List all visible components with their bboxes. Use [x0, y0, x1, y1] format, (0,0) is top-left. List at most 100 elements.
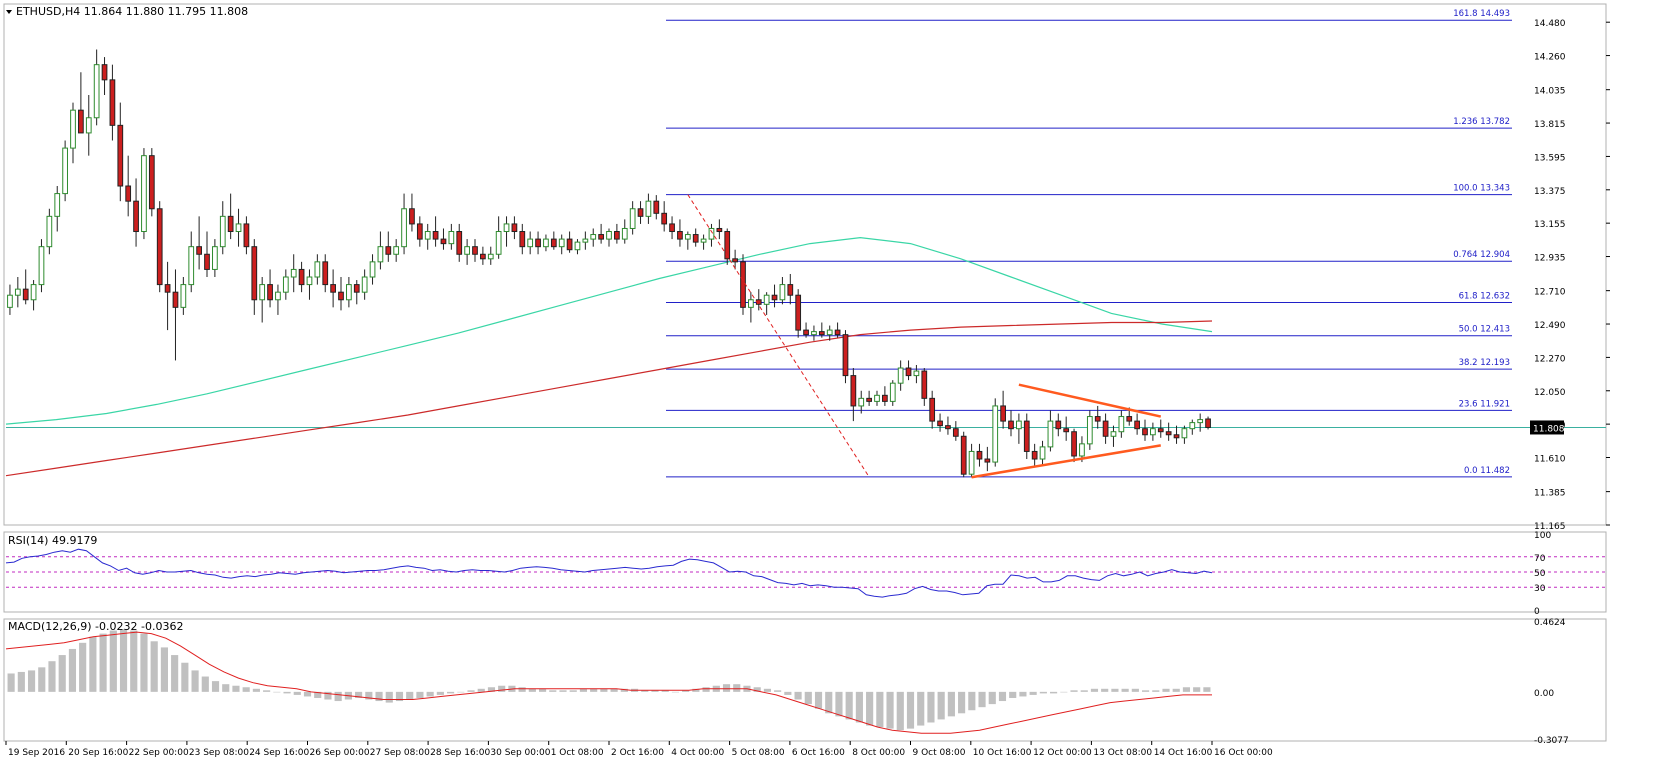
macd-histogram-bar — [1090, 688, 1099, 692]
price-tick-label: 13.815 — [1534, 120, 1566, 130]
candle — [787, 273, 794, 305]
bull-candle-body — [46, 215, 53, 248]
macd-histogram-bar — [927, 691, 935, 723]
bull-candle-body — [1086, 416, 1093, 445]
moving-average-1 — [5, 236, 1213, 425]
candle — [1110, 425, 1117, 447]
bear-candle-body — [172, 291, 179, 308]
bear-candle-body — [669, 223, 675, 233]
macd-histogram-bar — [477, 688, 485, 692]
candle — [487, 246, 494, 265]
bear-candle-body — [196, 246, 202, 255]
time-axis: 19 Sep 2016 20 Sep 16:00 22 Sep 00:00 23 Se… — [5, 741, 1273, 758]
dropdown-arrow-icon[interactable] — [6, 10, 12, 14]
bear-candle-body — [1126, 416, 1133, 422]
candle — [38, 239, 45, 293]
candle — [62, 140, 68, 202]
macd-histogram-bar — [814, 691, 823, 709]
bear-candle-body — [511, 223, 518, 233]
candle — [432, 216, 439, 247]
candle — [1165, 422, 1172, 441]
macd-histogram-bar — [1131, 688, 1139, 692]
time-tick-label: 22 Sep 00:00 — [129, 748, 189, 758]
bear-candle-body — [1023, 420, 1030, 452]
bull-candle-body — [212, 246, 218, 270]
bull-candle-body — [235, 223, 242, 233]
bear-candle-body — [929, 397, 936, 422]
bear-candle-body — [1102, 420, 1109, 437]
candle — [330, 269, 336, 308]
candle — [1063, 416, 1070, 441]
candle — [984, 446, 991, 472]
bull-candle-body — [779, 284, 786, 301]
fib-level-label: 50.0 12.413 — [1459, 325, 1510, 335]
candle — [566, 231, 573, 253]
bull-candle-body — [992, 405, 999, 463]
candle — [1047, 410, 1054, 452]
macd-histogram-bar — [1111, 688, 1119, 692]
macd-histogram-bar — [263, 690, 271, 692]
macd-histogram-bar — [365, 691, 373, 700]
candle — [7, 284, 13, 315]
macd-histogram-bar — [947, 691, 955, 717]
bear-candle-body — [298, 268, 305, 286]
bear-candle-body — [1205, 418, 1211, 428]
candle — [992, 398, 999, 467]
macd-histogram-bar — [998, 691, 1007, 702]
bear-candle-body — [1173, 434, 1180, 439]
bull-candle-body — [590, 234, 597, 240]
candle — [267, 269, 273, 308]
bear-candle-body — [787, 284, 794, 296]
bear-candle-body — [921, 370, 928, 399]
rsi-tick-label: 50 — [1534, 569, 1546, 579]
bear-candle-body — [661, 212, 668, 225]
rsi-tick-label: 100 — [1534, 531, 1551, 541]
candle — [795, 289, 802, 338]
candle — [803, 322, 809, 338]
bear-candle-body — [416, 223, 423, 240]
bull-candle-body — [369, 261, 376, 278]
macd-histogram-bar — [232, 685, 240, 692]
macd-histogram-bar — [79, 642, 87, 692]
bull-candle-body — [1079, 443, 1085, 457]
fib-level-label: 0.0 11.482 — [1464, 466, 1510, 476]
bull-candle-body — [30, 284, 37, 301]
macd-histogram-bar — [1009, 691, 1017, 698]
bear-candle-body — [795, 294, 802, 331]
time-tick-label: 8 Oct 00:00 — [852, 748, 905, 758]
candle — [692, 228, 699, 247]
bull-candle-body — [874, 394, 880, 402]
fib-level-label: 161.8 14.493 — [1453, 9, 1510, 19]
bear-candle-body — [716, 227, 723, 233]
macd-histogram-bar — [968, 691, 976, 711]
macd-histogram-bar — [27, 670, 36, 692]
candle — [204, 231, 210, 278]
candle — [897, 360, 904, 391]
rsi-title: RSI(14) 49.9179 — [8, 534, 97, 547]
candle — [677, 219, 683, 247]
bear-candle-body — [156, 208, 163, 286]
candle — [78, 72, 84, 134]
bear-candle-body — [535, 238, 541, 248]
time-tick-label: 9 Oct 08:00 — [913, 748, 966, 758]
bear-candle-body — [338, 291, 344, 301]
bear-candle-body — [251, 246, 258, 301]
macd-histogram-bar — [906, 691, 915, 729]
bear-candle-body — [330, 284, 336, 293]
candle — [156, 201, 163, 293]
candle — [456, 223, 463, 262]
bear-candle-body — [740, 261, 746, 308]
candle — [440, 228, 447, 250]
macd-histogram-bar — [355, 691, 363, 698]
bear-candle-body — [1063, 428, 1070, 433]
time-tick-label: 30 Sep 00:00 — [490, 748, 550, 758]
macd-histogram-bar — [487, 687, 496, 692]
bear-candle-body — [409, 208, 415, 225]
macd-histogram-bar — [171, 655, 179, 692]
macd-histogram-bar — [7, 673, 15, 692]
candle — [1086, 410, 1093, 450]
candle — [598, 223, 604, 244]
bull-candle-body — [361, 276, 368, 293]
macd-histogram-bar — [866, 691, 874, 726]
candle — [976, 443, 983, 467]
